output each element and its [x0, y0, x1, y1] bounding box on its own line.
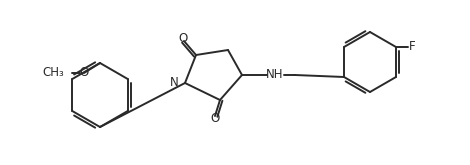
- Text: O: O: [179, 33, 188, 46]
- Text: NH: NH: [266, 68, 284, 82]
- Text: F: F: [409, 40, 415, 53]
- Text: N: N: [170, 77, 179, 89]
- Text: O: O: [211, 112, 219, 125]
- Text: CH₃: CH₃: [42, 66, 64, 80]
- Text: O: O: [79, 66, 89, 80]
